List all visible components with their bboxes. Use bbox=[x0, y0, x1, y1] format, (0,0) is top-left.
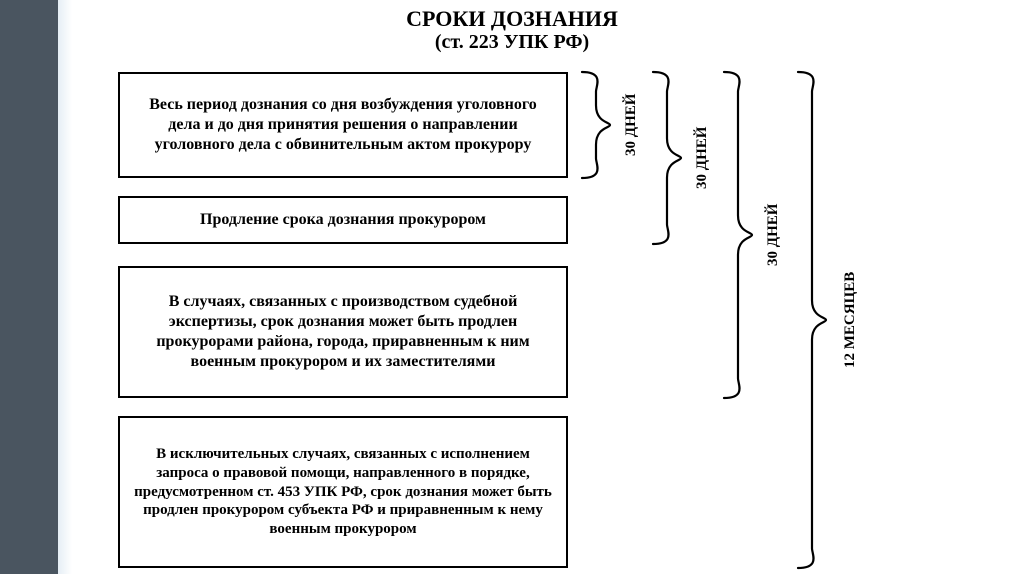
brace-1 bbox=[580, 70, 612, 180]
page-subtitle: (ст. 223 УПК РФ) bbox=[0, 31, 1024, 54]
label-30-days-2: 30 ДНЕЙ bbox=[694, 72, 711, 244]
brace-4 bbox=[796, 70, 828, 570]
box-expertise: В случаях, связанных с производством суд… bbox=[118, 266, 568, 398]
title-block: СРОКИ ДОЗНАНИЯ (ст. 223 УПК РФ) bbox=[0, 6, 1024, 54]
page-title: СРОКИ ДОЗНАНИЯ bbox=[0, 6, 1024, 31]
label-30-days-1: 30 ДНЕЙ bbox=[623, 72, 640, 178]
left-accent-gradient bbox=[58, 0, 72, 574]
label-12-months: 12 МЕСЯЦЕВ bbox=[842, 72, 859, 568]
box-exceptional: В исключительных случаях, связанных с ис… bbox=[118, 416, 568, 568]
brace-2 bbox=[651, 70, 683, 246]
label-30-days-3: 30 ДНЕЙ bbox=[765, 72, 782, 398]
left-accent-bar bbox=[0, 0, 58, 574]
box-extension: Продление срока дознания прокурором bbox=[118, 196, 568, 244]
brace-3 bbox=[722, 70, 754, 400]
box-period: Весь период дознания со дня возбуждения … bbox=[118, 72, 568, 178]
stage: СРОКИ ДОЗНАНИЯ (ст. 223 УПК РФ) Весь пер… bbox=[0, 0, 1024, 574]
